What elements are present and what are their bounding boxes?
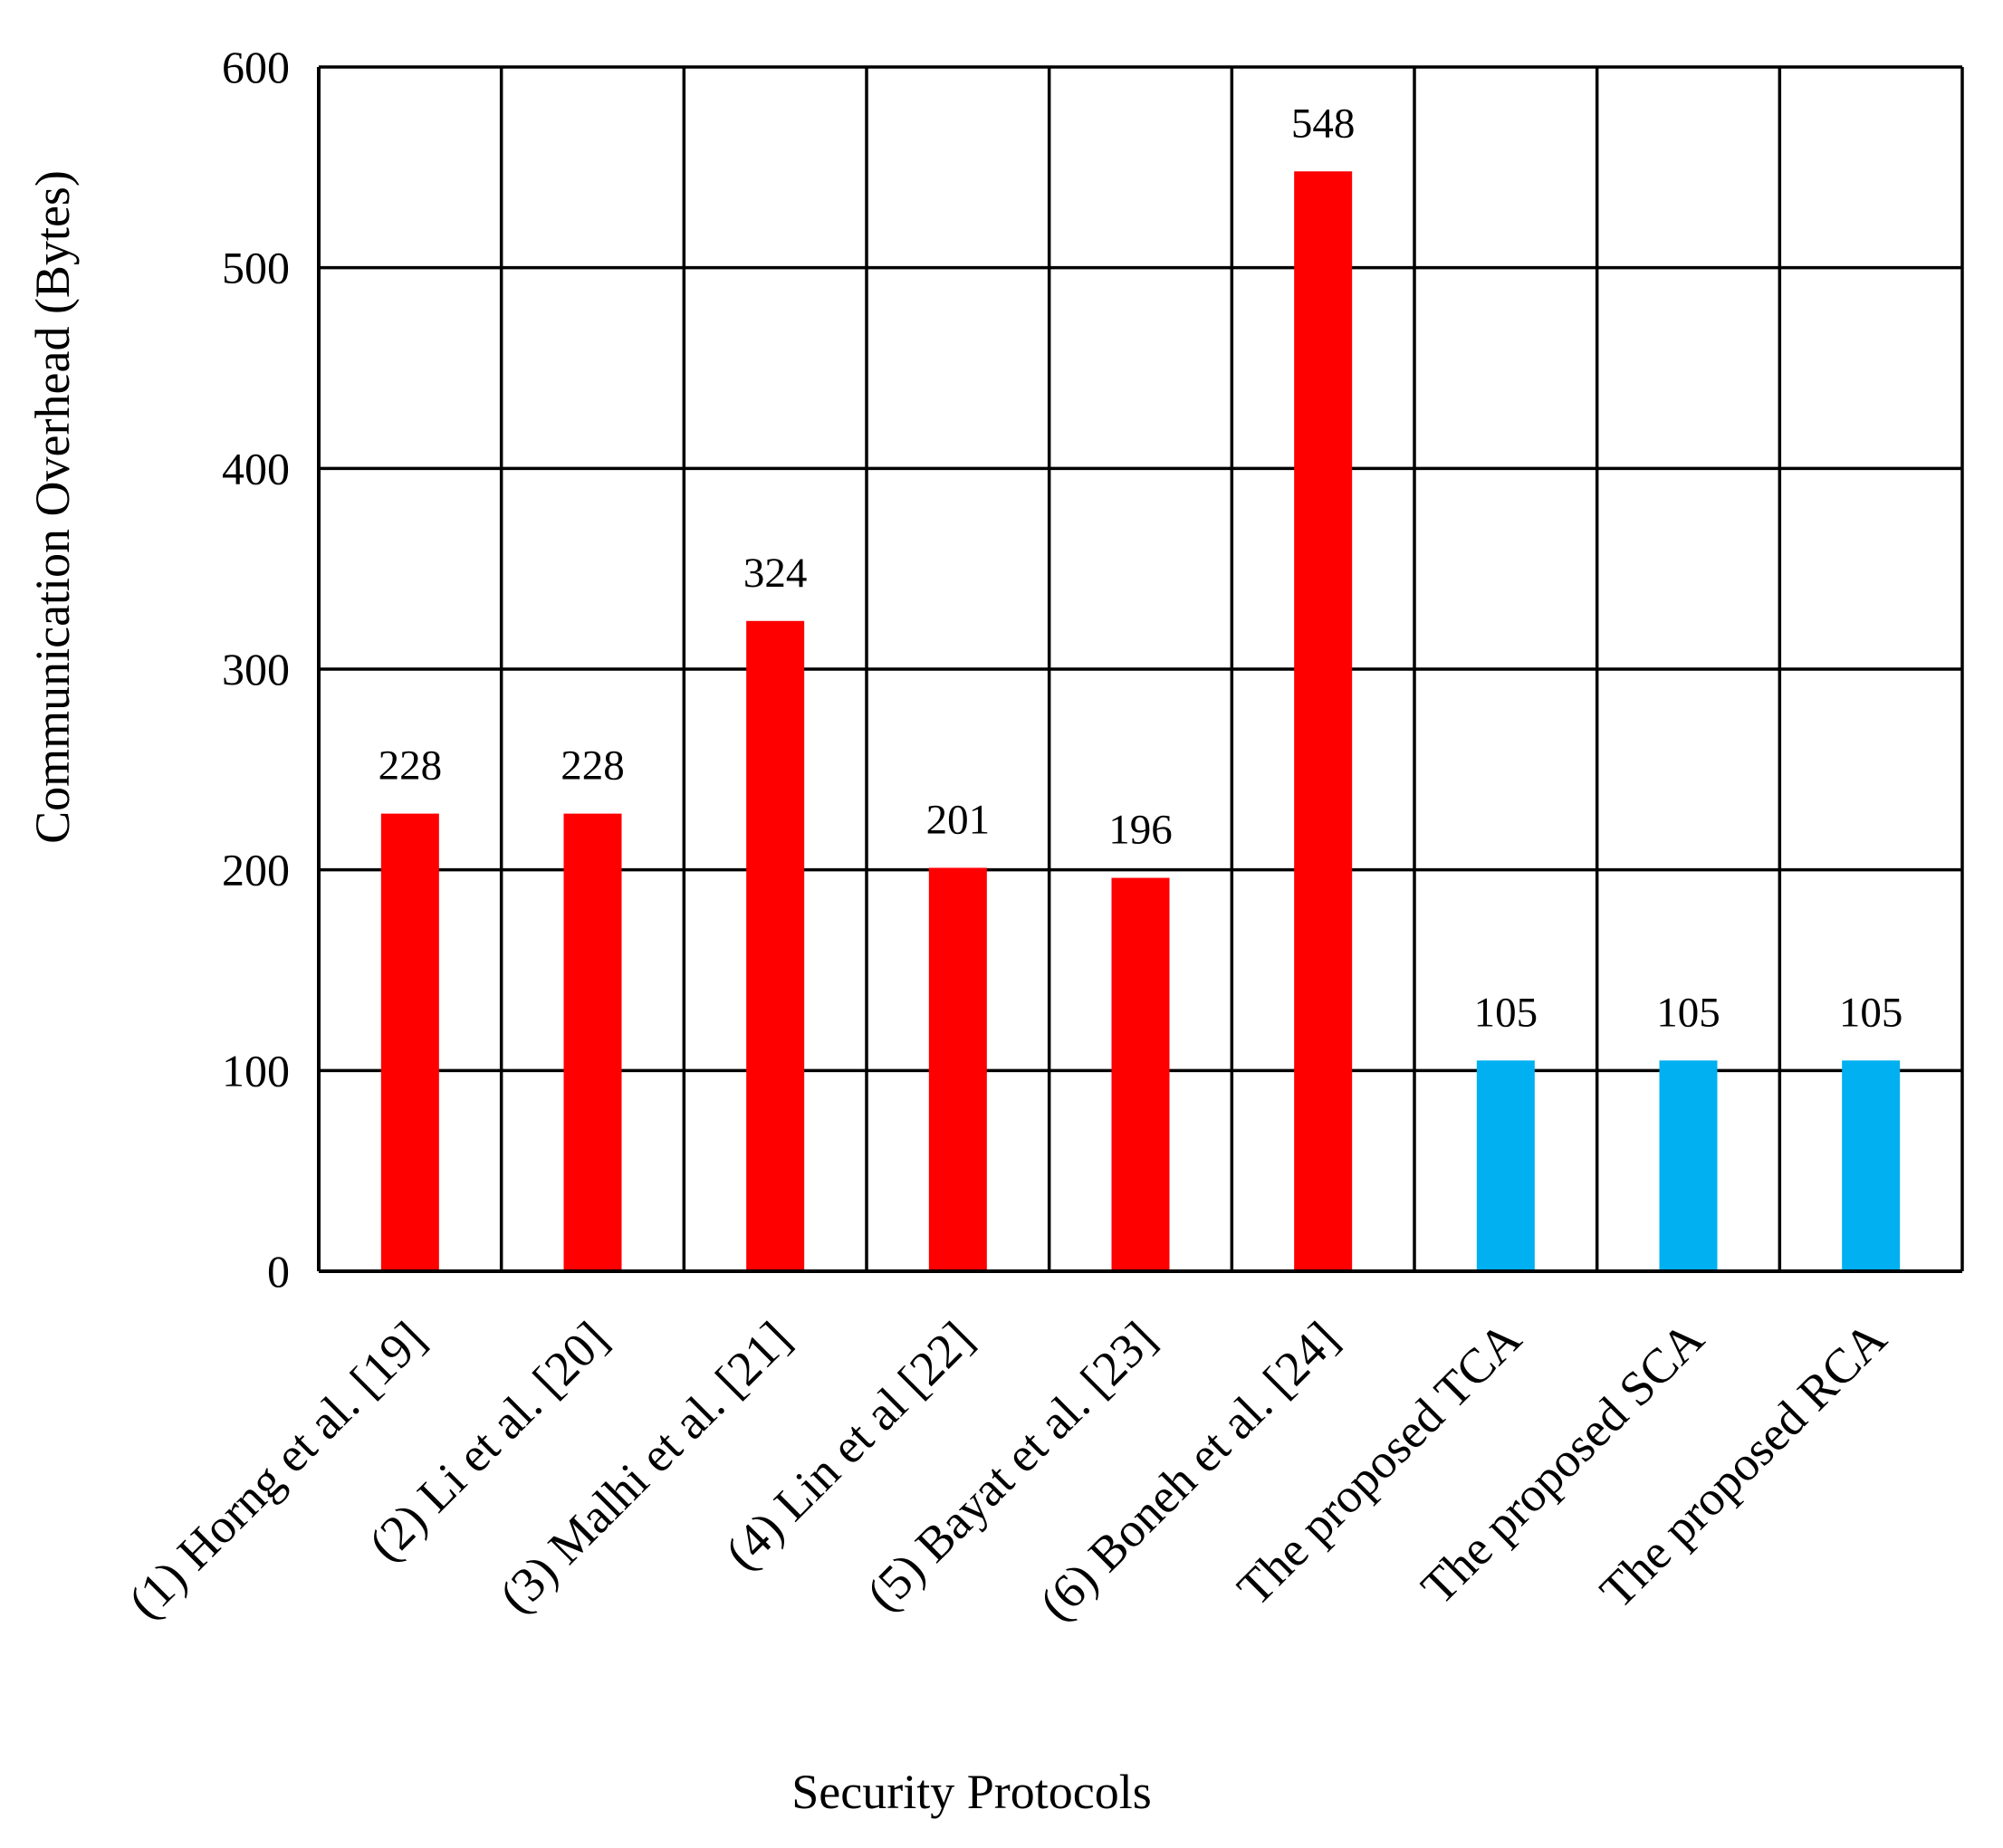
data-label: 228: [379, 742, 443, 790]
bar: [1294, 171, 1353, 1272]
y-tick-label: 500: [222, 243, 290, 293]
y-tick-label: 200: [222, 845, 290, 895]
bar: [563, 813, 622, 1271]
x-axis-title: Security Protocols: [791, 1765, 1151, 1819]
plot-frame: [317, 65, 1964, 1273]
x-category-label: (6) Boneh et al. [24]: [1030, 1311, 1349, 1631]
y-tick-label: 400: [222, 443, 290, 493]
x-category-label: (1) Horng et al. [19]: [118, 1311, 436, 1629]
y-tick-label: 600: [222, 42, 290, 92]
y-tick-label: 0: [267, 1246, 290, 1297]
y-tick-label: 300: [222, 644, 290, 694]
data-label: 105: [1656, 989, 1720, 1036]
data-label: 548: [1291, 100, 1356, 147]
bar: [746, 620, 805, 1271]
data-label: 324: [743, 550, 808, 597]
bars-group: [380, 171, 1901, 1272]
bar: [1842, 1060, 1901, 1271]
y-tick-label: 100: [222, 1045, 290, 1096]
bar: [1476, 1060, 1535, 1271]
bar: [928, 867, 987, 1271]
bar: [1659, 1060, 1718, 1271]
data-label: 201: [926, 796, 991, 843]
data-labels: 228 228 324 201 196 548 105 105 105: [379, 100, 1903, 1036]
y-tick-labels: 0 100 200 300 400 500 600: [222, 42, 290, 1297]
bar: [380, 813, 439, 1271]
bar: [1111, 877, 1170, 1271]
data-label: 105: [1839, 989, 1903, 1036]
data-label: 105: [1474, 989, 1538, 1036]
x-category-labels: (1) Horng et al. [19](2) Li et al. [20](…: [118, 1311, 1896, 1631]
data-label: 196: [1108, 807, 1173, 854]
data-label: 228: [561, 742, 625, 790]
y-axis-title: Communication Overhead (Bytes): [25, 170, 80, 844]
